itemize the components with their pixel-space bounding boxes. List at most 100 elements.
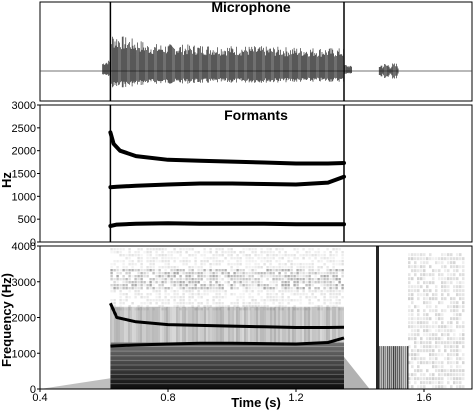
spectrogram-cell: [119, 305, 122, 308]
spectrogram-cell: [233, 272, 236, 275]
spectrogram-cell: [194, 257, 197, 260]
spectrogram-cell: [128, 263, 131, 266]
spectrogram-cell: [411, 333, 414, 337]
spectrogram-cell: [185, 263, 188, 266]
spectrogram-cell: [131, 275, 134, 278]
spectrogram-cell: [230, 251, 233, 254]
spectrogram-cell: [293, 272, 296, 275]
spectrogram-column: [318, 306, 320, 343]
spectrogram-cell: [158, 293, 161, 296]
spectrogram-cell: [420, 349, 423, 353]
spectrogram-cell: [293, 308, 296, 311]
spectrogram-cell: [155, 302, 158, 305]
spectrogram-cell: [245, 281, 248, 284]
spectrogram-cell: [329, 278, 332, 281]
time-axis-label: Time (s): [231, 395, 281, 410]
spectrogram-cell: [341, 275, 344, 278]
spectrogram-cell: [203, 248, 206, 251]
spectrogram-cell: [447, 329, 450, 333]
spectrogram-cell: [221, 305, 224, 308]
spectrogram-cell: [296, 269, 299, 272]
spectrogram-cell: [411, 293, 414, 297]
spectrogram-cell: [239, 284, 242, 287]
microphone-waveform: [102, 36, 399, 88]
spectrogram-cell: [423, 265, 426, 269]
spectrogram-cell: [284, 278, 287, 281]
spectrogram-cell: [203, 257, 206, 260]
spectrogram-cell: [287, 269, 290, 272]
spectrogram-cell: [417, 329, 420, 333]
spectrogram-cell: [158, 248, 161, 251]
spectrogram-cell: [224, 296, 227, 299]
spectrogram-cell: [131, 284, 134, 287]
spectrogram-cell: [453, 353, 456, 357]
spectrogram-cell: [242, 305, 245, 308]
spectrogram-cell: [287, 254, 290, 257]
spectrogram-cell: [417, 293, 420, 297]
spectrogram-cell: [411, 265, 414, 269]
spectrogram-column: [242, 306, 244, 343]
spectrogram-cell: [149, 248, 152, 251]
spectrogram-cell: [164, 281, 167, 284]
spectrogram-cell: [305, 275, 308, 278]
spectrogram-cell: [432, 385, 435, 389]
spectrogram-cell: [158, 281, 161, 284]
spectrogram-cell: [332, 260, 335, 263]
spectrogram-cell: [326, 272, 329, 275]
spectrogram-cell: [257, 308, 260, 311]
spectrogram-cell: [149, 251, 152, 254]
spectrogram-cell: [438, 313, 441, 317]
spectrogram-cell: [432, 273, 435, 277]
spectrogram-cell: [302, 281, 305, 284]
spectrogram-cell: [254, 287, 257, 290]
spectrogram-cell: [423, 377, 426, 381]
spectrogram-cell: [170, 284, 173, 287]
spectrogram-cell: [414, 321, 417, 325]
spectrogram-column: [268, 306, 270, 343]
spectrogram-cell: [245, 305, 248, 308]
spectrogram-cell: [450, 385, 453, 389]
spectrogram-y-tick-label: 1000: [12, 348, 36, 360]
spectrogram-cell: [170, 251, 173, 254]
spectrogram-cell: [429, 301, 432, 305]
spectrogram-cell: [143, 269, 146, 272]
spectrogram-cell: [435, 297, 438, 301]
spectrogram-cell: [459, 293, 462, 297]
spectrogram-cell: [278, 275, 281, 278]
spectrogram-cell: [122, 308, 125, 311]
spectrogram-cell: [429, 337, 432, 341]
spectrogram-cell: [459, 385, 462, 389]
spectrogram-cell: [417, 253, 420, 257]
spectrogram-cell: [257, 278, 260, 281]
spectrogram-cell: [194, 293, 197, 296]
spectrogram-cell: [203, 269, 206, 272]
spectrogram-cell: [435, 369, 438, 373]
spectrogram-cell: [423, 281, 426, 285]
spectrogram-cell: [408, 325, 411, 329]
spectrogram-cell: [227, 248, 230, 251]
spectrogram-cell: [254, 251, 257, 254]
spectrogram-cell: [308, 284, 311, 287]
spectrogram-cell: [293, 305, 296, 308]
spectrogram-cell: [227, 260, 230, 263]
spectrogram-cell: [284, 254, 287, 257]
spectrogram-column: [144, 306, 146, 343]
spectrogram-cell: [164, 269, 167, 272]
spectrogram-cell: [254, 272, 257, 275]
spectrogram-cell: [125, 269, 128, 272]
spectrogram-cell: [122, 293, 125, 296]
spectrogram-cell: [308, 302, 311, 305]
spectrogram-cell: [438, 345, 441, 349]
spectrogram-cell: [224, 290, 227, 293]
spectrogram-cell: [110, 251, 113, 254]
formants-frame: [39, 104, 473, 243]
spectrogram-cell: [137, 275, 140, 278]
spectrogram-column: [138, 306, 140, 343]
spectrogram-cell: [230, 263, 233, 266]
spectrogram-cell: [152, 260, 155, 263]
spectrogram-cell: [218, 302, 221, 305]
spectrogram-cell: [197, 287, 200, 290]
spectrogram-cell: [248, 287, 251, 290]
spectrogram-cell: [453, 269, 456, 273]
